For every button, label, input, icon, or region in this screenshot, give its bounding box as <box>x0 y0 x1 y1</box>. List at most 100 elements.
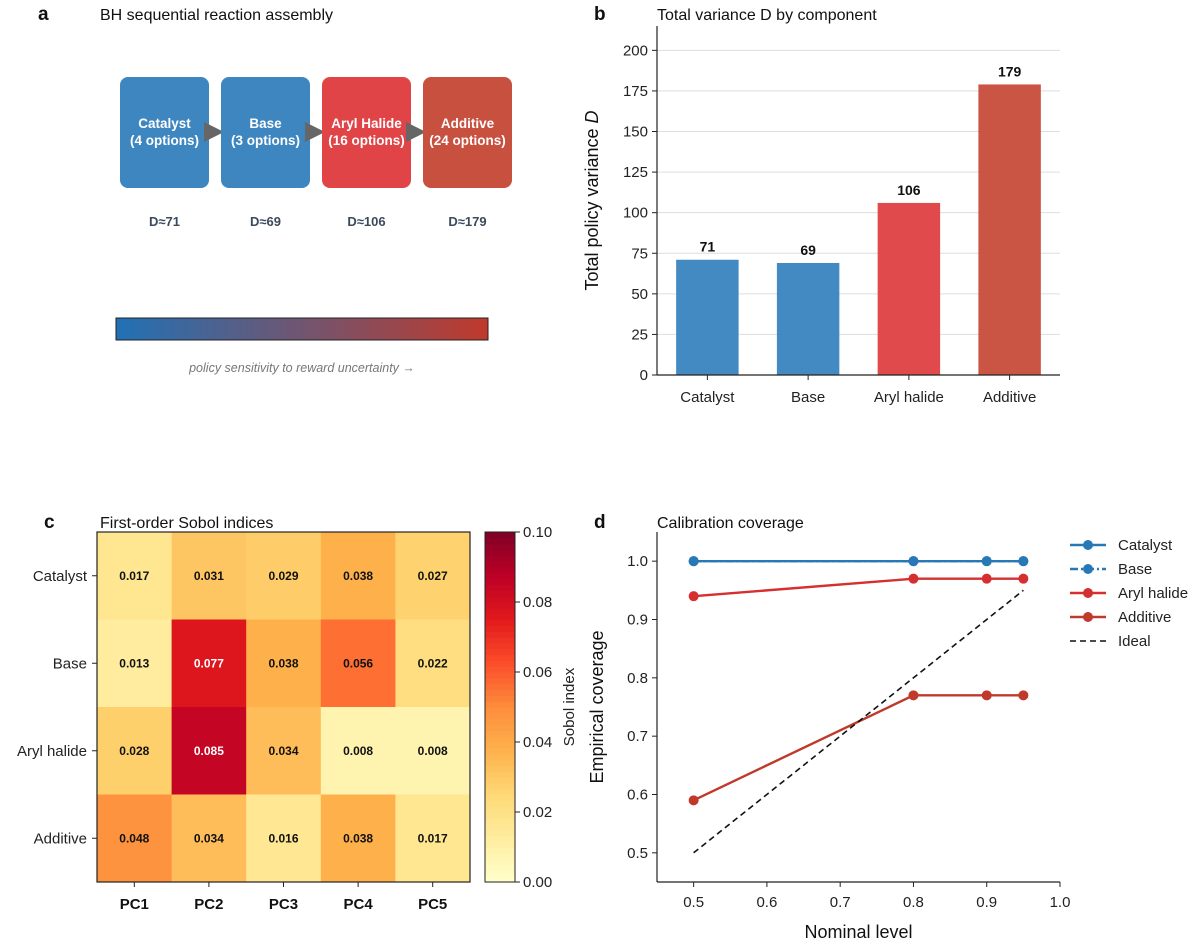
colorbar-segment <box>485 602 515 609</box>
x-tick-label: 0.6 <box>756 894 777 911</box>
panel-c-title: First-order Sobol indices <box>100 515 273 532</box>
gradient-caption: policy sensitivity to reward uncertainty… <box>188 361 415 375</box>
heatmap-cell <box>395 619 471 708</box>
y-tick-label: 125 <box>623 164 648 181</box>
bar-value-label: 69 <box>800 242 816 258</box>
series-point-additive <box>908 690 919 701</box>
colorbar-segment <box>485 800 515 807</box>
colorbar-segment <box>485 847 515 854</box>
y-tick-label: 1.0 <box>627 553 648 570</box>
colorbar-segment <box>485 619 515 626</box>
flow-box-d-label: D≈179 <box>448 214 486 229</box>
column-label: PC5 <box>418 896 447 913</box>
heatmap-cell <box>320 794 396 883</box>
heatmap-cell <box>395 794 471 883</box>
legend-marker <box>1083 540 1093 550</box>
panel-b-title: Total variance D by component <box>657 7 877 24</box>
colorbar-segment <box>485 876 515 883</box>
series-point-additive <box>981 690 992 701</box>
heatmap-cell <box>171 532 247 620</box>
y-tick-label: 175 <box>623 83 648 100</box>
flow-box-name: Aryl Halide <box>331 116 402 131</box>
colorbar-segment <box>485 672 515 679</box>
heatmap-cell-label: 0.029 <box>268 569 298 583</box>
heatmap-cell-label: 0.008 <box>343 744 373 758</box>
heatmap-cell-label: 0.008 <box>418 744 448 758</box>
y-tick-label: 150 <box>623 124 648 141</box>
y-tick-label: 0 <box>640 367 648 384</box>
y-tick-label: 0.8 <box>627 670 648 687</box>
heatmap-cell-label: 0.031 <box>194 569 224 583</box>
x-tick-label: Catalyst <box>680 389 735 406</box>
heatmap-cell-label: 0.028 <box>119 744 149 758</box>
y-tick-label: 75 <box>631 245 648 262</box>
series-point-additive <box>688 795 699 806</box>
legend-label: Base <box>1118 561 1152 578</box>
colorbar-frame <box>484 531 516 883</box>
colorbar-segment <box>485 607 515 615</box>
y-tick-label: 0.9 <box>627 612 648 629</box>
colorbar-segment <box>485 689 515 696</box>
colorbar-segment <box>485 596 515 603</box>
heatmap: 0.017 0.031 0.029 0.038 0.027 0.013 0.077 0.038… <box>17 524 578 913</box>
x-tick-label: 0.8 <box>903 894 924 911</box>
colorbar-segment <box>485 742 515 749</box>
colorbar-segment <box>485 561 515 568</box>
colorbar-segment <box>485 724 515 731</box>
colorbar-segment <box>485 782 515 790</box>
heatmap-cell-label: 0.027 <box>418 569 448 583</box>
heatmap-cell <box>246 707 322 795</box>
column-label: PC2 <box>194 896 223 913</box>
colorbar-segment <box>485 642 515 650</box>
y-tick-label: 0.7 <box>627 728 648 745</box>
heatmap-cell-label: 0.017 <box>418 831 448 845</box>
heatmap-cell-label: 0.038 <box>343 831 373 845</box>
panel-d: d Calibration coverage 0.5 0.6 0.7 0.8 0.9 1.… <box>587 512 1188 942</box>
colorbar-segment <box>485 823 515 831</box>
colorbar-segment <box>485 852 515 860</box>
colorbar-segment <box>485 549 515 556</box>
flow-box-2 <box>322 77 411 188</box>
x-tick-label: Base <box>791 389 825 406</box>
flow-box-options: (16 options) <box>328 133 405 148</box>
flow-box-d-label: D≈106 <box>347 214 385 229</box>
heatmap-cell-label: 0.034 <box>268 744 298 758</box>
colorbar-segment <box>485 660 515 667</box>
heatmap-cell <box>97 532 173 620</box>
panel-d-letter: d <box>594 512 606 533</box>
flow-box-d-label: D≈69 <box>250 214 281 229</box>
row-label: Additive <box>34 830 87 847</box>
heatmap-cell-label: 0.013 <box>119 656 149 670</box>
colorbar-segment <box>485 870 515 877</box>
x-tick-label: 0.5 <box>683 894 704 911</box>
heatmap-cell-label: 0.048 <box>119 831 149 845</box>
bar-aryl-halide <box>877 202 941 375</box>
colorbar-segment <box>485 707 515 714</box>
y-tick-label: 25 <box>631 326 648 343</box>
colorbar-segment <box>485 759 515 766</box>
colorbar-tick-label: 0.00 <box>523 874 552 891</box>
panel-b: b Total variance D by component 0 25 50 75 1… <box>582 4 1060 406</box>
x-tick-label: 0.7 <box>830 894 851 911</box>
panel-a-letter: a <box>38 4 49 25</box>
legend-label: Additive <box>1118 609 1171 626</box>
series-point-aryl-halide <box>688 591 699 602</box>
series-point-aryl-halide <box>908 573 919 584</box>
legend-marker <box>1083 588 1093 598</box>
y-tick-label: 200 <box>623 42 648 59</box>
colorbar-segment <box>485 578 515 586</box>
series-point-base <box>981 556 992 567</box>
heatmap-cell-label: 0.017 <box>119 569 149 583</box>
legend-marker <box>1083 564 1093 574</box>
legend-label: Ideal <box>1118 633 1151 650</box>
heatmap-cell <box>97 619 173 708</box>
colorbar-segment <box>485 829 515 836</box>
legend-label: Catalyst <box>1118 537 1173 554</box>
heatmap-cell <box>320 532 396 620</box>
colorbar-segment <box>485 584 515 591</box>
series-point-base <box>1018 556 1029 567</box>
series-point-base <box>908 556 919 567</box>
colorbar-segment <box>485 590 515 597</box>
series-point-additive <box>1018 690 1029 701</box>
